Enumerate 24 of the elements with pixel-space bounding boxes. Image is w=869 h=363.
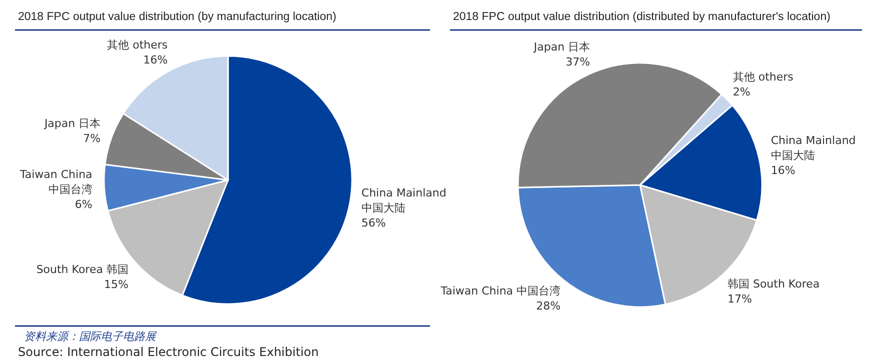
data-label: 7% [83,132,101,146]
data-label: 16% [770,164,796,178]
data-label: 6% [74,198,92,212]
data-label: 15% [104,278,128,292]
text: 资料来源：国际电子电路展 [24,330,157,343]
slice-label: 韩国 South Korea [727,278,820,290]
slice-label: Japan 日本 [43,117,101,130]
slice-label: 其他 others [732,70,794,84]
data-label: 28% [536,299,561,312]
data-label: 16% [143,54,168,67]
chart-title: 2018 FPC output value distribution (by manufacturing location) [18,11,337,23]
slice-label: Taiwan China 中国台湾 [18,168,92,196]
data-label: 2% [732,86,750,99]
data-label: 37% [566,56,590,69]
slice-label: China Mainland 中国大陆 [361,186,446,214]
data-label: 17% [727,292,752,306]
chart-title: 2018 FPC output value distribution (distributed by manufacturer's location) [453,11,831,23]
slice-label: Taiwan China 中国台湾 [440,284,561,298]
slice-label: 其他 others [107,38,168,52]
data-label: 56% [361,216,386,230]
slice-label: South Korea 韩国 [36,263,128,276]
source-note: Source: International Electronic Circuits Exhibition [18,345,319,359]
slice-label: China Mainland 中国大陆 [770,134,856,162]
slice-label: Japan 日本 [532,40,590,54]
